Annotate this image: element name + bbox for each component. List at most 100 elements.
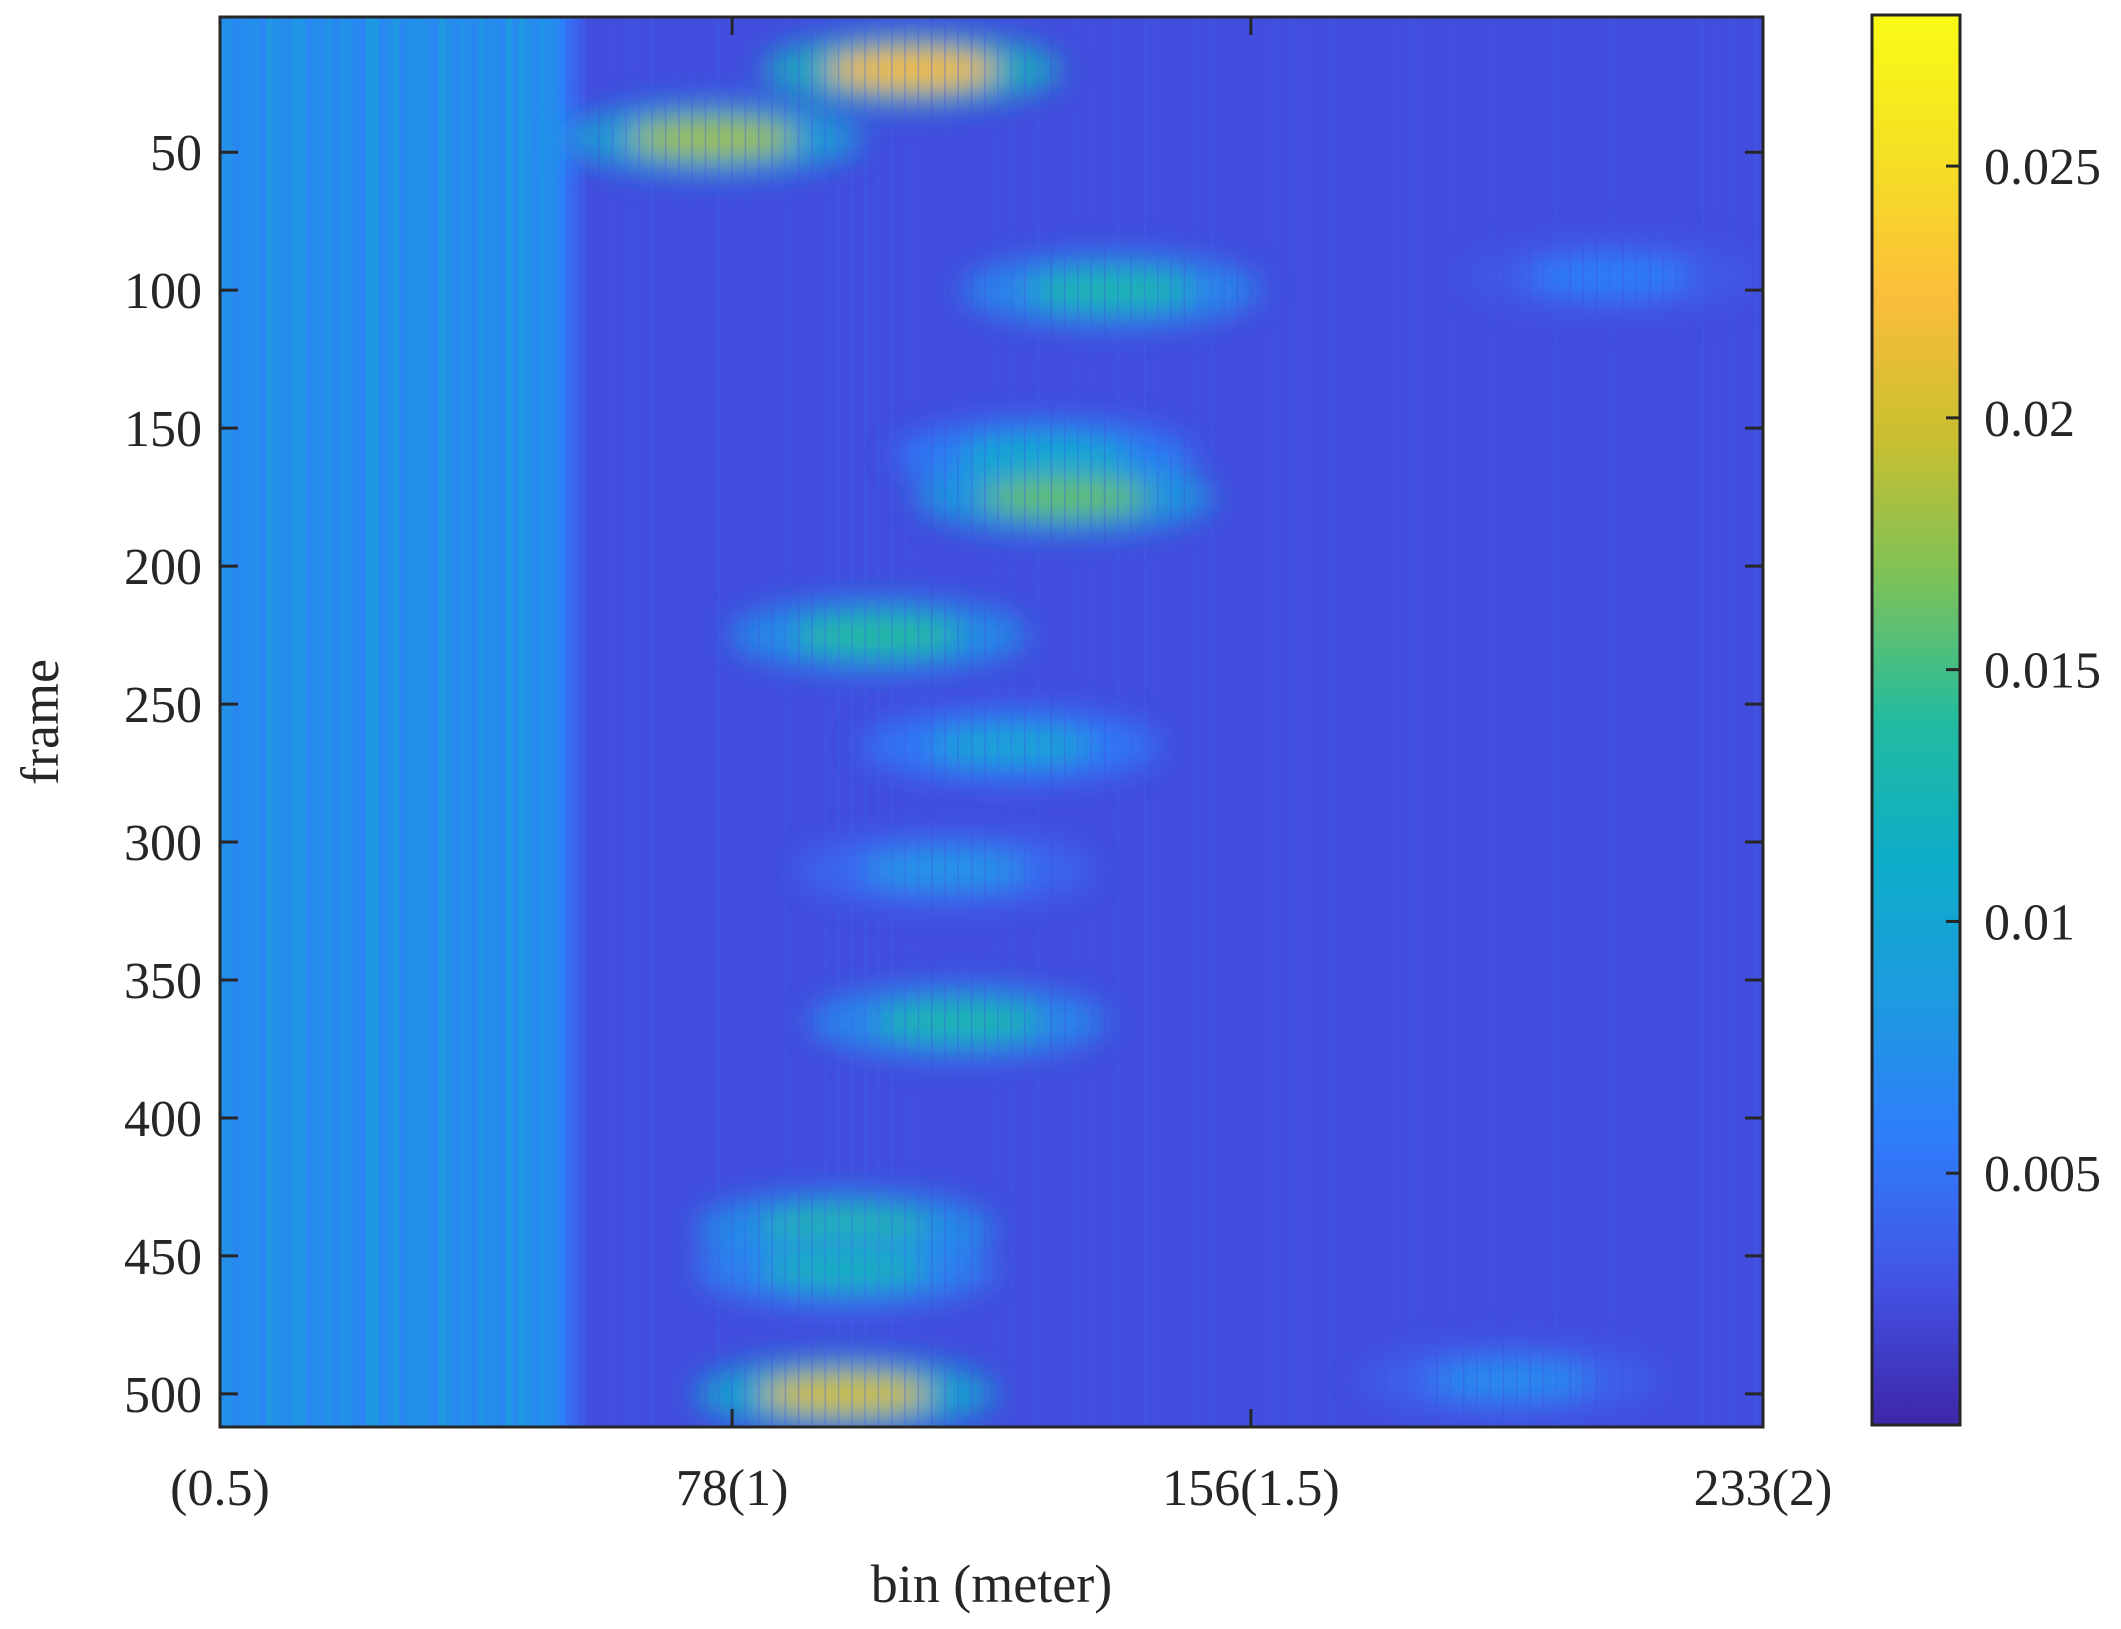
hotspot — [873, 1001, 1044, 1042]
near-field-stripe — [472, 17, 480, 1427]
near-field-stripe — [425, 17, 434, 1427]
near-field-stripe — [552, 17, 560, 1427]
x-axis-label: bin (meter) — [871, 1554, 1112, 1614]
near-field-stripe — [405, 17, 414, 1427]
near-field-stripe — [438, 17, 447, 1427]
near-field-stripe — [445, 17, 454, 1427]
x-tick-label: (0.5) — [170, 1460, 270, 1517]
near-field-stripe — [345, 17, 354, 1427]
near-field-stripe — [485, 17, 494, 1427]
hotspot — [859, 849, 1030, 890]
near-field-stripe — [525, 17, 534, 1427]
near-field-stripe — [246, 17, 254, 1427]
colorbar-tick-label: 0.02 — [1984, 391, 2075, 448]
near-field-stripe — [498, 17, 507, 1427]
near-field-stripe — [365, 17, 374, 1427]
near-field-stripe — [385, 17, 394, 1427]
y-tick-label: 300 — [124, 815, 202, 872]
near-field-stripe — [279, 17, 288, 1427]
near-field-stripe — [545, 17, 554, 1427]
near-field-stripe — [312, 17, 321, 1427]
near-field-stripe — [412, 17, 421, 1427]
near-field-stripe — [565, 17, 573, 1427]
hotspot — [1425, 1360, 1596, 1401]
near-field-stripes — [220, 17, 593, 1427]
x-tick-label: 233(2) — [1694, 1460, 1833, 1517]
near-field-stripe — [465, 17, 474, 1427]
near-field-stripe — [259, 17, 268, 1427]
x-tick-label: 156(1.5) — [1162, 1460, 1340, 1517]
near-field-stripe — [359, 17, 367, 1427]
near-field-stripe — [458, 17, 467, 1427]
near-field-stripe — [252, 17, 261, 1427]
near-field-stripe — [505, 17, 514, 1427]
plot-frame — [218, 15, 1765, 1429]
near-field-stripe — [399, 17, 407, 1427]
hotspot — [627, 118, 798, 159]
near-field-stripe — [571, 17, 580, 1427]
near-field-stripe — [286, 17, 294, 1427]
y-tick-label: 250 — [124, 677, 202, 734]
x-tick-label: 78(1) — [676, 1460, 789, 1517]
hotspot — [793, 615, 964, 656]
heatmap-plot-area — [220, 17, 1763, 1427]
x-axis: (0.5) 78(1) 156(1.5) 233(2) — [170, 17, 1832, 1517]
near-field-stripe — [319, 17, 327, 1427]
near-field-stripe — [512, 17, 520, 1427]
y-tick-label: 150 — [124, 401, 202, 458]
y-tick-label: 50 — [150, 125, 202, 182]
fringe-layer — [598, 17, 1758, 1427]
near-field-stripe — [372, 17, 381, 1427]
colorbar-tick-label: 0.005 — [1984, 1146, 2101, 1203]
y-axis: 50 100 150 200 250 300 350 400 450 500 — [124, 125, 1763, 1424]
near-field-stripe — [518, 17, 527, 1427]
hotspot — [760, 1249, 931, 1290]
hotspot — [1525, 256, 1696, 297]
near-field-stripe — [379, 17, 387, 1427]
colorbar-tick-label: 0.015 — [1984, 643, 2101, 700]
near-field-stripe — [478, 17, 487, 1427]
near-field-stripe — [352, 17, 361, 1427]
near-field-stripe — [325, 17, 334, 1427]
near-field-stripe — [232, 17, 241, 1427]
colorbar: 0.005 0.01 0.015 0.02 0.025 — [1870, 13, 2101, 1427]
y-tick-label: 100 — [124, 263, 202, 320]
y-tick-label: 450 — [124, 1229, 202, 1286]
near-field-stripe — [558, 17, 567, 1427]
near-field-stripe — [266, 17, 274, 1427]
near-field-stripe — [492, 17, 500, 1427]
near-field-stripe — [292, 17, 301, 1427]
hotspot-layer — [562, 31, 1761, 1427]
near-field-stripe — [239, 17, 248, 1427]
near-field-stripe — [578, 17, 587, 1427]
near-field-stripe — [419, 17, 427, 1427]
colorbar-tick-label: 0.025 — [1984, 139, 2101, 196]
near-field-stripe — [532, 17, 540, 1427]
near-field-stripe — [432, 17, 440, 1427]
y-tick-label: 350 — [124, 953, 202, 1010]
colorbar-gradient — [1870, 13, 1962, 1427]
near-field-stripe — [332, 17, 341, 1427]
colorbar-tick-label: 0.01 — [1984, 894, 2075, 951]
near-field-stripe — [392, 17, 401, 1427]
near-field-stripe — [272, 17, 281, 1427]
hotspot — [926, 725, 1097, 766]
near-field-stripe — [305, 17, 314, 1427]
colorbar-ticks: 0.005 0.01 0.015 0.02 0.025 — [1946, 139, 2101, 1203]
hotspot — [760, 1373, 931, 1414]
y-tick-label: 200 — [124, 539, 202, 596]
y-tick-label: 500 — [124, 1367, 202, 1424]
near-field-stripe — [452, 17, 460, 1427]
near-field-stripe — [299, 17, 307, 1427]
near-field-stripe — [339, 17, 347, 1427]
y-axis-label: frame — [10, 659, 70, 785]
near-field-stripe — [226, 17, 234, 1427]
hotspot — [826, 49, 997, 90]
y-tick-label: 400 — [124, 1091, 202, 1148]
near-field-stripe — [220, 17, 228, 1427]
near-field-stripe — [585, 17, 593, 1427]
hotspot — [979, 477, 1150, 518]
hotspot — [1026, 270, 1197, 311]
near-field-stripe — [538, 17, 547, 1427]
